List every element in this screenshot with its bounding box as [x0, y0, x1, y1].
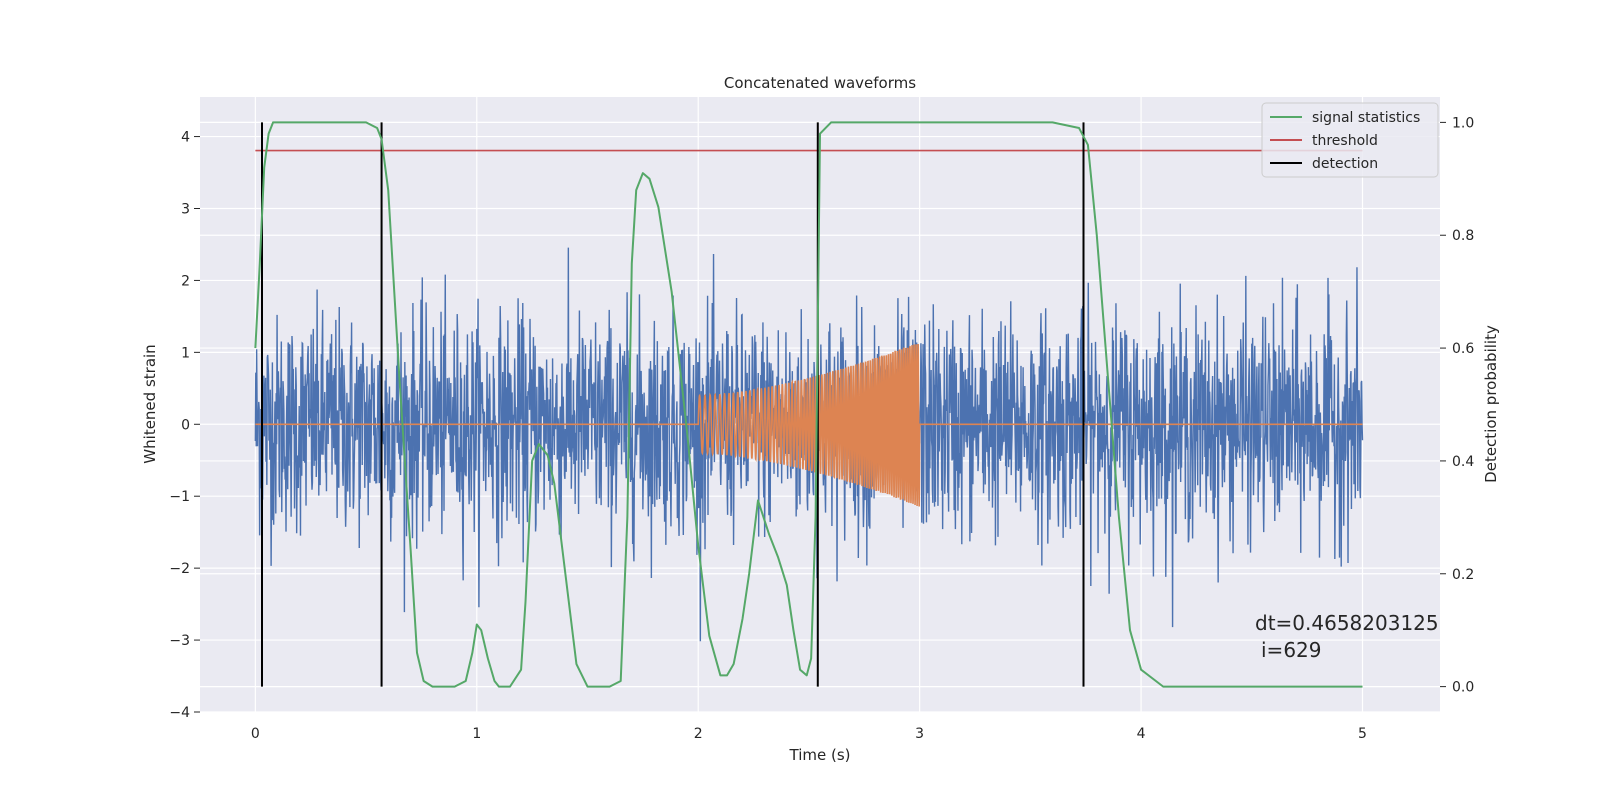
y-tick-label: 3 — [181, 201, 190, 217]
series-layer — [254, 121, 1364, 688]
x-tick-label: 4 — [1137, 726, 1146, 742]
y-tick-label: −4 — [169, 705, 190, 721]
chart-title: Concatenated waveforms — [724, 74, 916, 92]
right-y-axis-label: Detection probability — [1482, 325, 1500, 483]
x-tick-label: 3 — [915, 726, 924, 742]
x-tick-label: 0 — [251, 726, 260, 742]
annotation-dt: dt=0.4658203125 — [1255, 611, 1439, 635]
y-tick-label: −2 — [169, 561, 190, 577]
right-y-tick-label: 1.0 — [1452, 115, 1474, 131]
right-y-tick-label: 0.8 — [1452, 228, 1474, 244]
right-y-tick-label: 0.4 — [1452, 454, 1474, 470]
signal-statistics-line — [254, 121, 1363, 688]
annotation-i: i=629 — [1261, 638, 1322, 662]
legend-label-signal-statistics: signal statistics — [1312, 110, 1420, 126]
injection-waveform-line — [255, 343, 1363, 507]
legend-box — [1261, 102, 1439, 178]
right-y-tick-label: 0.2 — [1452, 567, 1474, 583]
ticks: 0 1 2 3 4 5 −4 −3 −2 −1 0 1 2 3 4 0.0 0.2 0.4 0.6 0.8 1.0 — [169, 115, 1474, 742]
x-tick-label: 2 — [694, 726, 703, 742]
y-tick-label: −3 — [169, 633, 190, 649]
y-tick-label: 2 — [181, 273, 190, 289]
right-y-tick-label: 0.6 — [1452, 341, 1474, 357]
legend-label-detection: detection — [1312, 156, 1378, 172]
x-axis-label: Time (s) — [789, 746, 851, 764]
legend: signal statistics threshold detection — [1261, 102, 1439, 178]
x-tick-label: 5 — [1358, 726, 1367, 742]
y-axis-label: Whitened strain — [141, 344, 159, 463]
x-tick-label: 1 — [472, 726, 481, 742]
legend-label-threshold: threshold — [1312, 133, 1378, 149]
y-tick-label: −1 — [169, 489, 190, 505]
y-tick-label: 4 — [181, 130, 190, 146]
y-tick-label: 1 — [181, 345, 190, 361]
y-tick-label: 0 — [181, 417, 190, 433]
right-y-tick-label: 0.0 — [1452, 680, 1474, 696]
